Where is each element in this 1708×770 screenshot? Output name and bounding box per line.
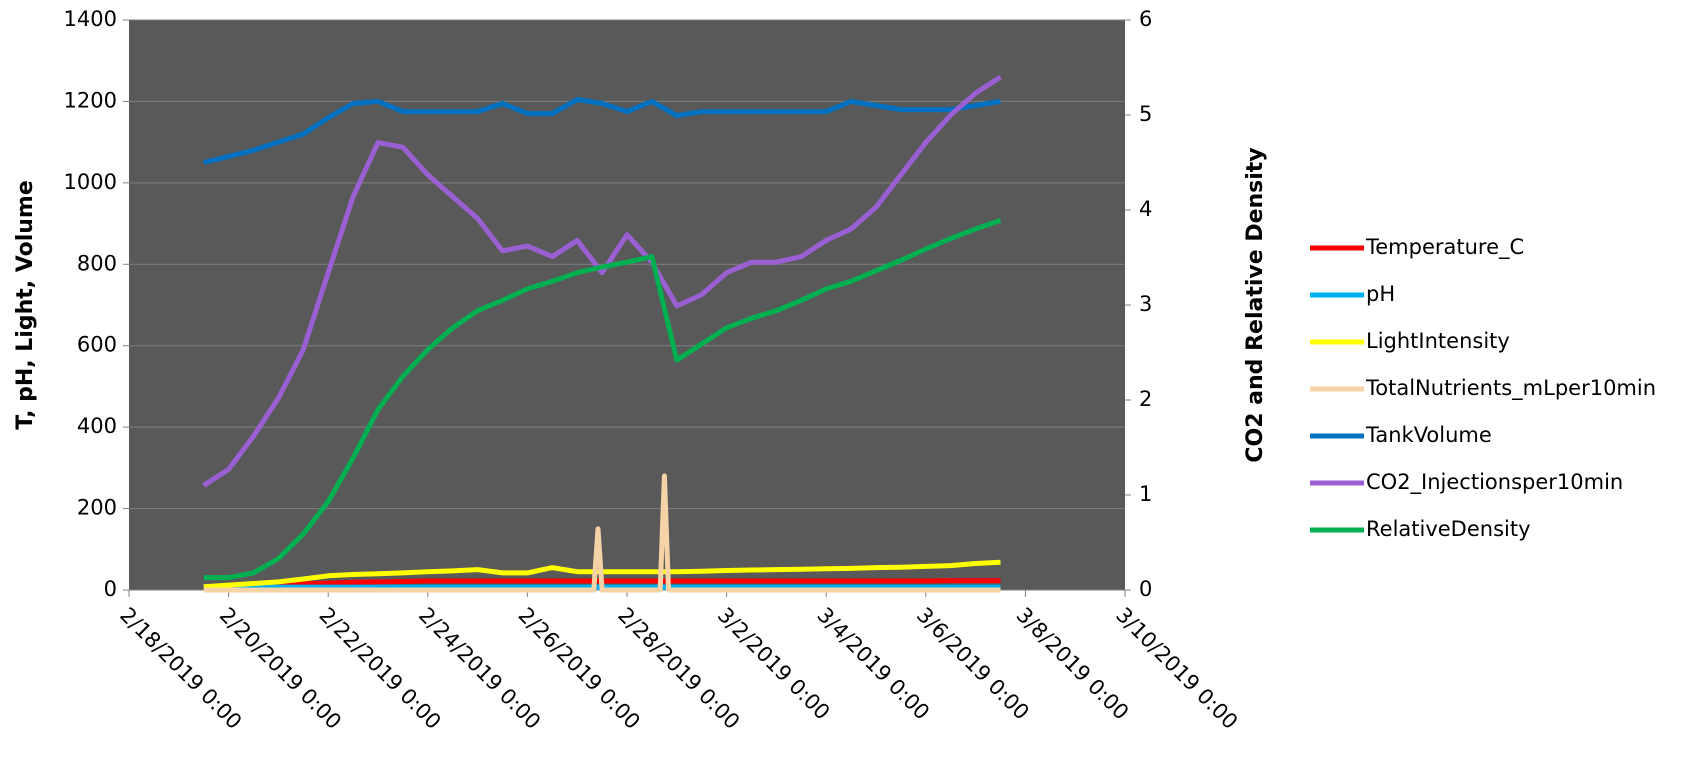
series-line [203, 473, 1001, 593]
y-tick-label: 1000 [64, 170, 117, 194]
legend-label: Temperature_C [1365, 235, 1524, 260]
legend-label: LightIntensity [1366, 329, 1510, 353]
x-tick-label: 3/10/2019 0:00 [1111, 603, 1242, 734]
y2-tick-label: 0 [1139, 577, 1152, 601]
series-line [203, 218, 1002, 581]
y-tick-label: 800 [77, 251, 117, 275]
plot-area [129, 20, 1125, 590]
y-tick-label: 600 [77, 333, 117, 357]
y2-tick-label: 2 [1139, 387, 1152, 411]
legend-label: CO2_Injectionsper10min [1366, 470, 1623, 495]
y-tick-label: 1200 [64, 88, 117, 112]
y2-tick-label: 6 [1139, 7, 1152, 31]
y2-tick-label: 4 [1139, 197, 1152, 221]
legend-label: TotalNutrients_mLper10min [1365, 376, 1656, 401]
y-axis-title: T, pH, Light, Volume [13, 180, 38, 430]
y-tick-label: 400 [77, 414, 117, 438]
y-tick-label: 200 [77, 496, 117, 520]
y2-tick-label: 3 [1139, 292, 1152, 316]
y2-axis-title: CO2 and Relative Density [1243, 147, 1268, 462]
series-line [202, 74, 1002, 488]
series-line [203, 96, 1001, 165]
legend-label: pH [1366, 282, 1395, 306]
legend-label: TankVolume [1365, 423, 1492, 447]
y-tick-label: 1400 [64, 7, 117, 31]
y2-tick-label: 5 [1139, 102, 1152, 126]
y-tick-label: 0 [104, 577, 117, 601]
y2-tick-label: 1 [1139, 482, 1152, 506]
legend-label: RelativeDensity [1366, 517, 1531, 541]
